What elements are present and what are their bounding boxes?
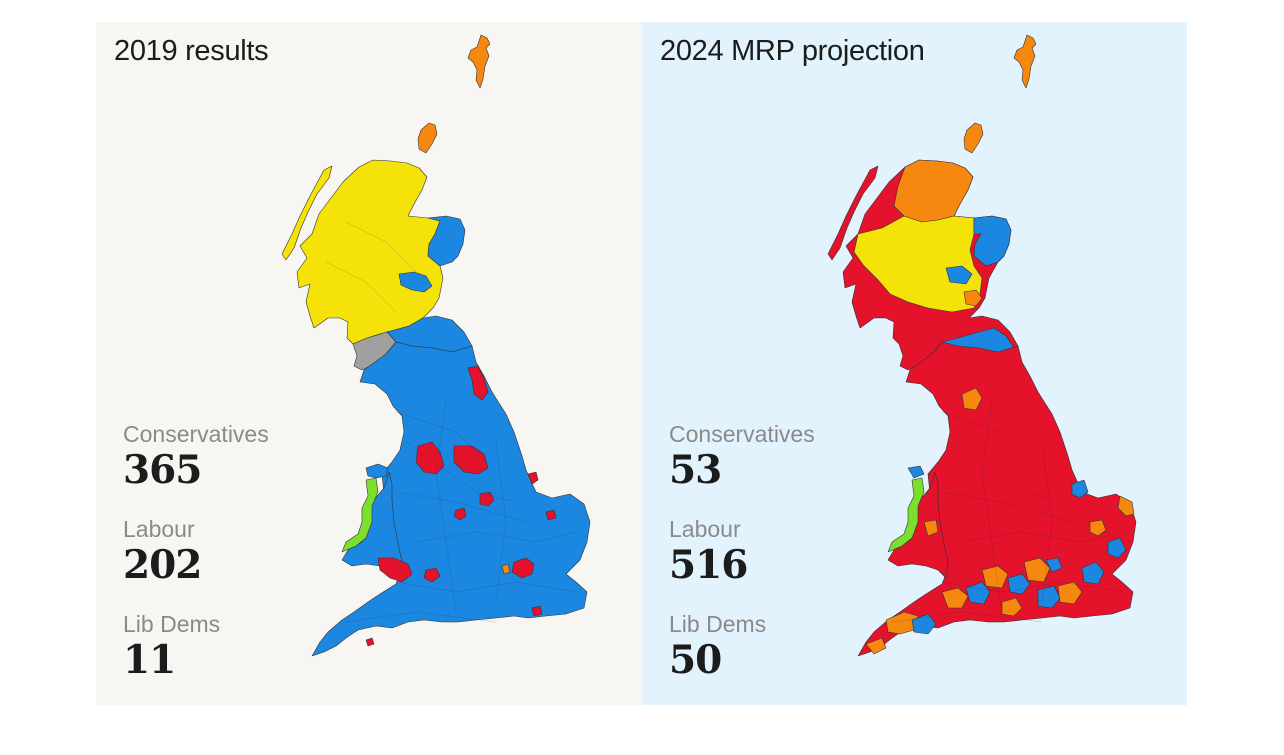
labour-london: [511, 557, 535, 579]
labour-cambridge: [545, 509, 557, 521]
shetland-islands: [1013, 34, 1037, 89]
stat-value-labour: 516: [669, 542, 748, 588]
stat-label-labour: Labour: [123, 516, 195, 542]
stat-label-lib-dems: Lib Dems: [669, 611, 767, 637]
lib-dem-somerset: [941, 587, 969, 609]
labour-north-west: [415, 441, 445, 475]
stat-value-conservatives: 365: [123, 447, 202, 493]
lib-dem-cumbria: [961, 387, 983, 411]
lib-dem-wales: [923, 519, 939, 537]
conservative-south-3: [1037, 585, 1061, 609]
moray-conservative: [398, 271, 433, 293]
wales-plaid-cymru: [887, 477, 925, 553]
conservative-wales: [907, 465, 925, 479]
stat-label-conservatives: Conservatives: [669, 421, 815, 447]
labour-bristol: [423, 567, 441, 583]
map-2019: [281, 34, 591, 657]
orkney-islands: [963, 122, 984, 154]
stat-value-lib-dems: 11: [123, 637, 176, 683]
conservative-south-5: [911, 613, 937, 635]
outer-hebrides: [281, 165, 333, 261]
map-2024-projection: [827, 34, 1137, 657]
lib-dem-south-2: [1023, 557, 1051, 583]
conservative-essex: [1107, 537, 1127, 559]
perthshire-lib-dem: [963, 289, 983, 307]
lib-dem-cambs: [1089, 519, 1107, 537]
seat-totals: Conservatives 53 Labour 516 Lib Dems 50: [669, 420, 889, 705]
north-east-scotland-conservative: [427, 215, 466, 267]
lib-dem-london: [501, 563, 511, 575]
seat-totals: Conservatives 365 Labour 202 Lib Dems 11: [123, 420, 343, 705]
conservative-south-1: [965, 581, 991, 605]
lib-dem-south-3: [1057, 581, 1083, 605]
lib-dem-south-4: [1001, 597, 1023, 617]
conservative-south-4: [1081, 561, 1105, 585]
outer-hebrides: [827, 165, 879, 261]
stat-label-labour: Labour: [669, 516, 741, 542]
lib-dem-cornwall: [865, 637, 887, 655]
panel-title: 2019 results: [114, 35, 269, 67]
stat-value-lib-dems: 50: [669, 637, 722, 683]
panel-2024-projection: 2024 MRP projection Conservatives 53 Lab…: [642, 22, 1187, 705]
moray-conservative: [945, 265, 973, 285]
wales-plaid-cymru: [341, 477, 379, 553]
stat-value-conservatives: 53: [669, 447, 722, 493]
conservative-south-2: [1007, 573, 1031, 595]
anglesey: [365, 463, 389, 479]
labour-brighton: [531, 605, 543, 617]
labour-north-east: [467, 365, 489, 401]
england: [857, 341, 1137, 657]
north-east-scotland-conservative: [973, 215, 1012, 267]
labour-yorkshire: [453, 445, 489, 475]
shetland-islands: [467, 34, 491, 89]
labour-birmingham: [479, 491, 495, 507]
orkney-islands: [417, 122, 438, 154]
stat-label-lib-dems: Lib Dems: [123, 611, 221, 637]
labour-cornwall: [365, 637, 375, 647]
lib-dem-north-norfolk: [1117, 495, 1135, 517]
england: [311, 341, 591, 657]
panel-title: 2024 MRP projection: [660, 35, 925, 67]
stat-label-conservatives: Conservatives: [123, 421, 269, 447]
stat-value-labour: 202: [123, 542, 202, 588]
labour-south-wales: [377, 557, 413, 583]
panel-2019-results: 2019 results Conservatives 365 Labour 20…: [96, 22, 642, 705]
lib-dem-south-1: [981, 565, 1009, 589]
central-highlands-snp: [853, 215, 983, 313]
labour-hull: [527, 471, 539, 485]
conservative-lincs: [1071, 479, 1089, 499]
conservative-surrey: [1045, 557, 1063, 573]
highlands-lib-dem: [893, 159, 974, 223]
labour-midlands: [453, 507, 467, 521]
